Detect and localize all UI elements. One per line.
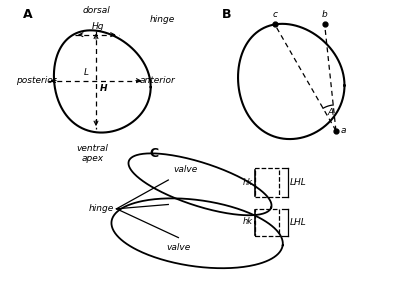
Text: hinge: hinge	[88, 204, 114, 213]
Text: H: H	[100, 84, 108, 93]
Text: hinge: hinge	[149, 15, 174, 24]
Text: A: A	[327, 109, 333, 118]
Text: valve: valve	[174, 165, 198, 175]
Text: hk: hk	[242, 178, 252, 187]
Text: c: c	[272, 10, 277, 19]
Bar	[255, 209, 279, 236]
Text: dorsal: dorsal	[82, 6, 110, 16]
Text: valve: valve	[166, 243, 190, 252]
Text: LHL: LHL	[290, 218, 307, 227]
Text: hk: hk	[242, 217, 252, 226]
Text: b: b	[322, 10, 328, 19]
Text: anterior: anterior	[140, 76, 176, 85]
Text: LHL: LHL	[290, 178, 307, 187]
Text: L: L	[84, 68, 89, 77]
Bar	[255, 168, 279, 197]
Text: B: B	[222, 8, 231, 21]
Text: Hg: Hg	[92, 22, 105, 31]
Text: posterior: posterior	[16, 76, 57, 85]
Text: a: a	[341, 126, 346, 135]
Text: C: C	[150, 147, 159, 160]
Text: ventral
apex: ventral apex	[77, 143, 109, 163]
Text: A: A	[24, 8, 33, 21]
